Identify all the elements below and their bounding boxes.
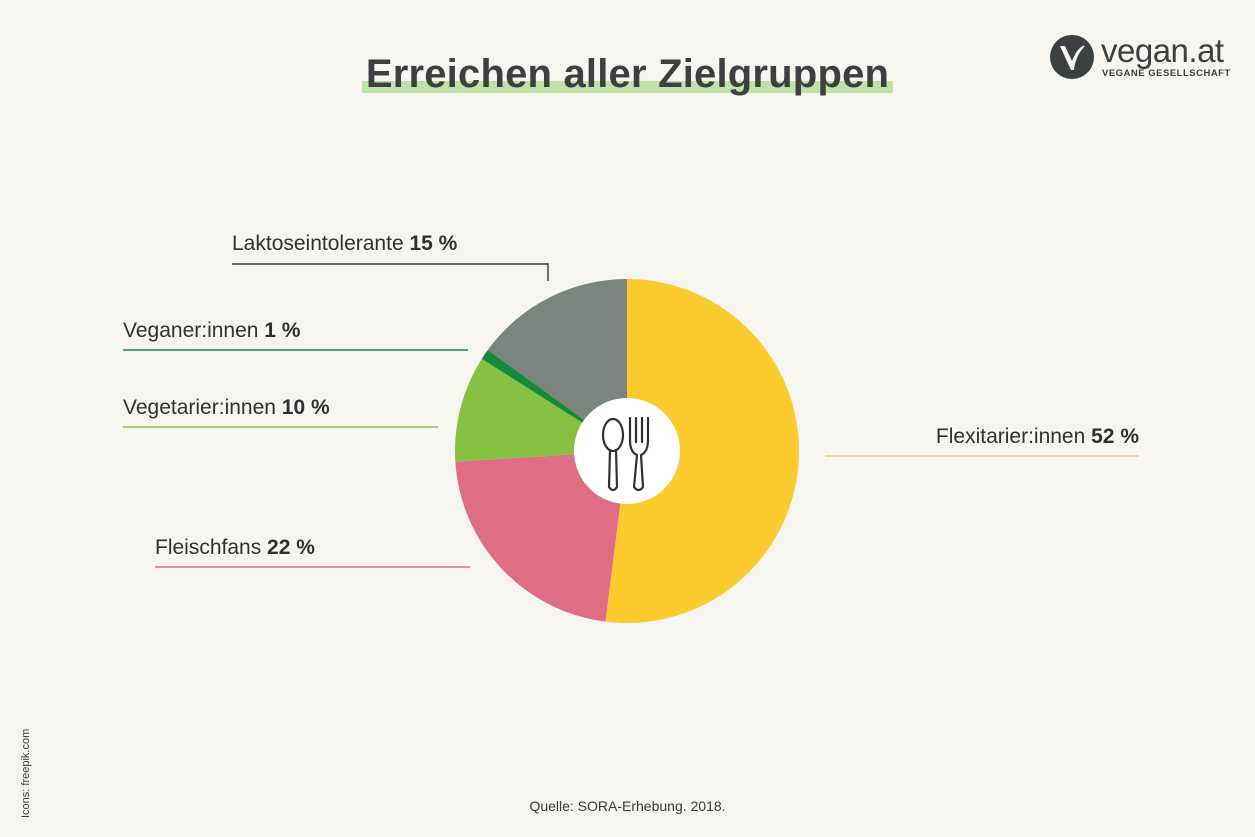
label-value: 10 %: [282, 396, 330, 419]
leaf-v-icon: [1050, 35, 1094, 79]
label-category: Vegetarier:innen: [123, 396, 282, 419]
label-veganer-innen: Veganer:innen 1 %: [123, 319, 301, 342]
page-title-text: Erreichen aller Zielgruppen: [365, 52, 890, 96]
logo-name: vegan.at: [1101, 32, 1224, 69]
icon-credit: Icons: freepik.com: [20, 728, 32, 818]
pie-slice-laktoseintolerante: [487, 279, 627, 451]
label-category: Fleischfans: [155, 536, 267, 559]
logo-subtitle: VEGANE GESELLSCHAFT: [1102, 68, 1231, 79]
label-category: Flexitarier:innen: [936, 425, 1091, 448]
source-note: Quelle: SORA-Erhebung. 2018.: [529, 798, 726, 814]
label-value: 52 %: [1091, 425, 1139, 448]
label-category: Veganer:innen: [123, 319, 264, 342]
label-category: Laktoseintolerante: [232, 232, 409, 255]
pie-center-hole: [574, 398, 680, 504]
label-value: 15 %: [409, 232, 457, 255]
pie-slice-fleischfans: [455, 451, 627, 622]
label-flexitarier-innen: Flexitarier:innen 52 %: [936, 425, 1139, 448]
label-fleischfans: Fleischfans 22 %: [155, 536, 315, 559]
label-laktoseintolerante: Laktoseintolerante 15 %: [232, 232, 458, 255]
label-value: 22 %: [267, 536, 315, 559]
spoon-handle: [607, 448, 619, 492]
fork-body: [628, 416, 650, 492]
label-vegetarier-innen: Vegetarier:innen 10 %: [123, 396, 330, 419]
fork-tines: [634, 416, 644, 444]
vegan-at-logo: vegan.at VEGANE GESELLSCHAFT: [1049, 30, 1249, 86]
pie-slice-flexitarier-innen: [605, 279, 800, 623]
spoon-bowl: [601, 417, 625, 453]
cutlery-icon: [601, 416, 650, 492]
leader-line-laktoseintolerante: [232, 263, 549, 281]
label-value: 1 %: [264, 319, 301, 342]
page-title: Erreichen aller Zielgruppen: [361, 52, 894, 97]
